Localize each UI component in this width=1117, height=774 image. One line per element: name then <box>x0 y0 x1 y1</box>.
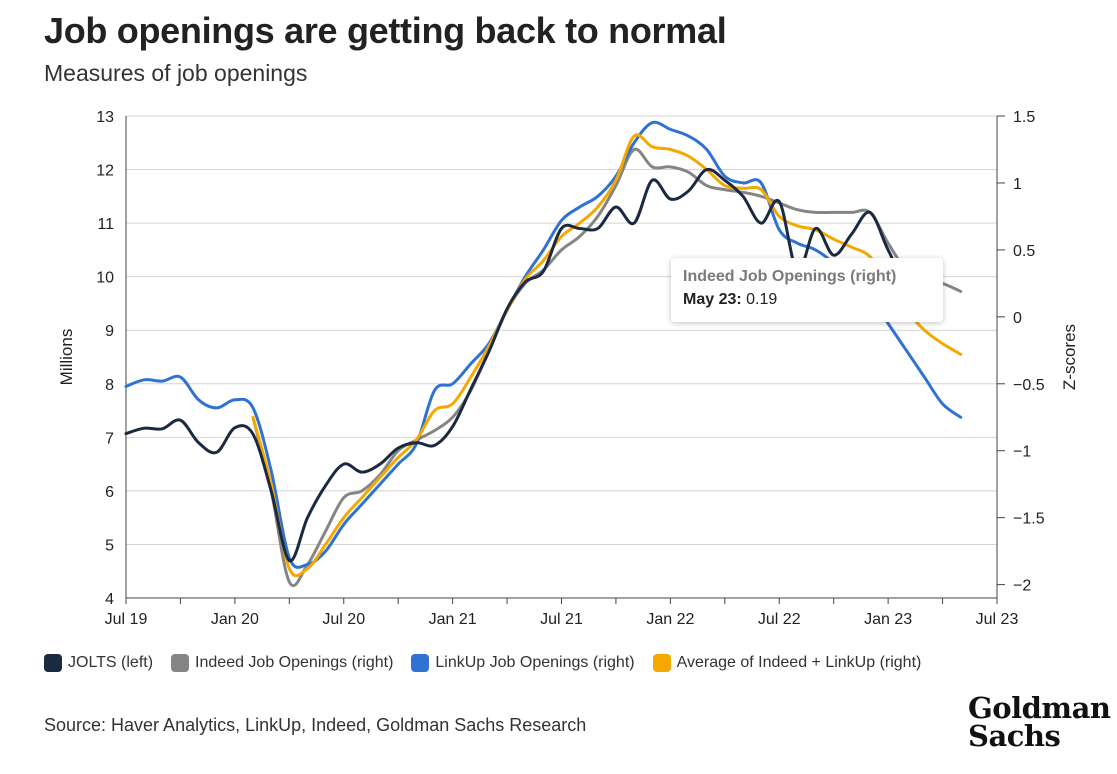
y-tick-label-left: 12 <box>96 163 114 180</box>
legend-item-indeed[interactable]: Indeed Job Openings (right) <box>171 654 393 672</box>
x-tick-label: Jan 23 <box>864 611 912 628</box>
legend-item-average[interactable]: Average of Indeed + LinkUp (right) <box>652 654 922 672</box>
series-line-linkup-job-openings-right[interactable] <box>124 120 963 569</box>
y-tick-label-left: 11 <box>97 216 114 233</box>
legend-label-average: Average of Indeed + LinkUp (right) <box>676 654 922 671</box>
legend-swatch-jolts <box>44 654 62 672</box>
y-tick-label-left: 13 <box>96 109 114 126</box>
y-tick-label-left: 5 <box>105 537 114 554</box>
y-tick-label-left: 10 <box>96 270 114 287</box>
y-tick-label-left: 9 <box>105 323 114 340</box>
data-tooltip: Indeed Job Openings (right) May 23: 0.19 <box>671 258 943 322</box>
x-tick-label: Jul 20 <box>322 611 365 628</box>
logo-line-2: Sachs <box>968 719 1061 753</box>
x-tick-label: Jan 22 <box>646 611 694 628</box>
tooltip-value: 0.19 <box>746 291 778 308</box>
y-tick-label-left: 6 <box>105 484 114 501</box>
x-tick-label: Jul 21 <box>540 611 583 628</box>
x-tick-label: Jul 23 <box>976 611 1019 628</box>
x-tick-label: Jul 19 <box>105 611 148 628</box>
legend-label-linkup: LinkUp Job Openings (right) <box>435 654 635 671</box>
series-lines <box>124 120 963 588</box>
gridlines <box>126 115 997 599</box>
legend: JOLTS (left) Indeed Job Openings (right)… <box>44 654 921 672</box>
y-tick-label-right: 1.5 <box>1013 109 1035 126</box>
tooltip-date: May 23: <box>683 291 742 308</box>
y-tick-label-left: 8 <box>105 377 114 394</box>
y-tick-label-right: −0.5 <box>1013 377 1045 394</box>
legend-swatch-indeed <box>171 654 190 672</box>
y-tick-label-right: 0.5 <box>1013 243 1035 260</box>
x-axis: Jul 19 Jan 20 Jul 20 Jan 21 Jul 21 Jan 22 Jul … <box>105 597 1019 628</box>
x-tick-label: Jan 21 <box>429 611 477 628</box>
series-line-indeed-job-openings-right[interactable] <box>251 147 963 588</box>
y-tick-label-right: 0 <box>1013 310 1022 327</box>
y-axis-title-left: Millions <box>57 329 76 386</box>
legend-label-indeed: Indeed Job Openings (right) <box>195 654 394 671</box>
legend-swatch-average <box>652 654 671 672</box>
line-chart: Jul 19 Jan 20 Jul 20 Jan 21 Jul 21 Jan 22 Jul … <box>57 109 1079 628</box>
y-axis-title-right: Z-scores <box>1060 324 1079 390</box>
y-tick-label-right: −2 <box>1013 578 1031 595</box>
chart-title: Job openings are getting back to normal <box>44 10 727 51</box>
y-tick-label-left: 4 <box>105 591 114 608</box>
y-tick-label-right: −1 <box>1013 444 1031 461</box>
legend-item-linkup[interactable]: LinkUp Job Openings (right) <box>411 654 635 672</box>
y-axis-right: −2 −1.5 −1 −0.5 0 0.5 1 1.5 <box>996 109 1045 598</box>
goldman-sachs-logo: Goldman Sachs <box>968 691 1111 753</box>
y-tick-label-left: 7 <box>105 430 114 447</box>
legend-swatch-linkup <box>411 654 430 672</box>
y-axis-left: 4 5 6 7 8 9 10 11 12 13 <box>96 109 127 608</box>
x-tick-label: Jul 22 <box>758 611 801 628</box>
tooltip-series: Indeed Job Openings (right) <box>683 268 897 285</box>
x-tick-label: Jan 20 <box>211 611 259 628</box>
series-line-jolts-left[interactable] <box>124 167 926 563</box>
chart-subtitle: Measures of job openings <box>44 60 308 86</box>
legend-label-jolts: JOLTS (left) <box>68 654 154 671</box>
series-line-average-of-indeed-linkup-right[interactable] <box>251 133 963 578</box>
legend-item-jolts[interactable]: JOLTS (left) <box>44 654 153 672</box>
y-tick-label-right: −1.5 <box>1013 511 1045 528</box>
y-tick-label-right: 1 <box>1013 176 1022 193</box>
source-note: Source: Haver Analytics, LinkUp, Indeed,… <box>44 715 587 735</box>
logo-line-1: Goldman <box>968 691 1111 725</box>
